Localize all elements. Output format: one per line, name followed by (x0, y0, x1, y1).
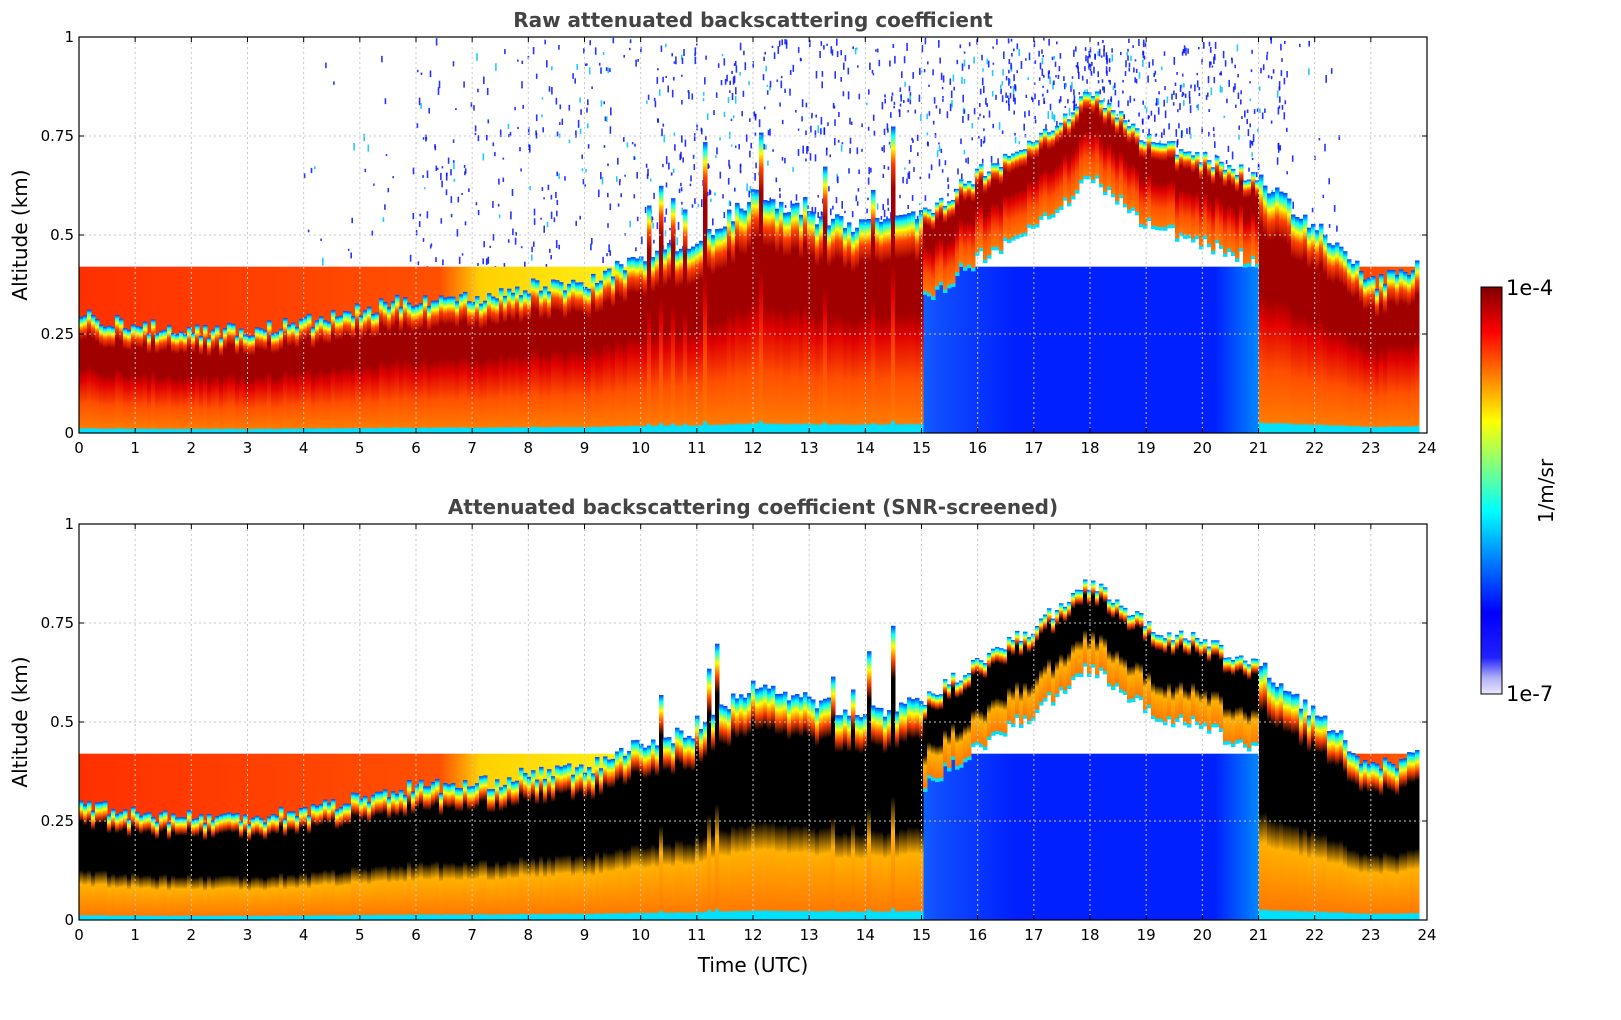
y-axis-label: Altitude (km) (8, 656, 32, 787)
x-tick-label: 23 (1361, 926, 1380, 944)
x-tick-label: 15 (912, 926, 931, 944)
x-tick-label: 5 (355, 439, 365, 457)
x-tick-label: 2 (187, 439, 197, 457)
y-tick-label: 1 (64, 515, 74, 533)
x-tick-label: 1 (130, 439, 140, 457)
x-tick-label: 22 (1305, 926, 1324, 944)
y-axis-label: Altitude (km) (8, 169, 32, 300)
x-tick-label: 21 (1249, 926, 1268, 944)
x-tick-label: 21 (1249, 439, 1268, 457)
backscatter-columns (79, 91, 1420, 433)
y-tick-label: 0.25 (41, 325, 74, 343)
x-tick-label: 6 (411, 439, 421, 457)
y-tick-label: 0.5 (50, 713, 74, 731)
x-tick-label: 7 (467, 926, 477, 944)
y-tick-label: 0.25 (41, 812, 74, 830)
colorbar-unit-label: 1/m/sr (1534, 458, 1558, 523)
x-tick-label: 18 (1080, 439, 1099, 457)
x-tick-label: 14 (856, 439, 875, 457)
x-tick-label: 4 (299, 439, 309, 457)
colorbar-scale (1480, 286, 1503, 695)
plot-area (79, 37, 1420, 433)
x-axis-label: Time (UTC) (697, 953, 809, 977)
x-tick-label: 19 (1137, 439, 1156, 457)
x-tick-label: 1 (130, 926, 140, 944)
x-tick-label: 22 (1305, 439, 1324, 457)
x-tick-label: 24 (1417, 439, 1436, 457)
x-tick-label: 7 (467, 439, 477, 457)
x-tick-label: 11 (687, 926, 706, 944)
x-tick-label: 16 (968, 926, 987, 944)
x-tick-label: 6 (411, 926, 421, 944)
y-tick-label: 0.5 (50, 226, 74, 244)
y-tick-label: 0 (64, 424, 74, 442)
x-tick-label: 18 (1080, 926, 1099, 944)
y-axis: 0 0.25 0.5 0.75 1 (41, 515, 1427, 929)
x-tick-label: 8 (524, 926, 534, 944)
x-tick-label: 3 (243, 439, 253, 457)
y-tick-label: 0.75 (41, 127, 74, 145)
x-axis: 0 1 2 3 4 5 6 7 8 9 10 11 12 13 14 15 16 17 18 19 20 21 22 23 24 (74, 37, 1437, 457)
x-axis: 0 1 2 3 4 5 6 7 8 9 10 11 12 13 14 15 16 17 18 19 20 21 22 23 24 (74, 524, 1437, 944)
y-tick-label: 0.75 (41, 614, 74, 632)
x-tick-label: 23 (1361, 439, 1380, 457)
x-tick-label: 11 (687, 439, 706, 457)
x-tick-label: 19 (1137, 926, 1156, 944)
x-tick-label: 10 (631, 926, 650, 944)
x-tick-label: 14 (856, 926, 875, 944)
x-tick-label: 9 (580, 439, 590, 457)
x-tick-label: 12 (743, 926, 762, 944)
x-tick-label: 16 (968, 439, 987, 457)
x-tick-label: 20 (1193, 439, 1212, 457)
x-tick-label: 5 (355, 926, 365, 944)
x-tick-label: 17 (1024, 439, 1043, 457)
x-tick-label: 13 (800, 926, 819, 944)
x-tick-label: 20 (1193, 926, 1212, 944)
x-tick-label: 0 (74, 926, 84, 944)
x-tick-label: 0 (74, 439, 84, 457)
x-tick-label: 8 (524, 439, 534, 457)
x-tick-label: 12 (743, 439, 762, 457)
x-tick-label: 10 (631, 439, 650, 457)
x-tick-label: 2 (187, 926, 197, 944)
y-tick-label: 0 (64, 911, 74, 929)
x-tick-label: 15 (912, 439, 931, 457)
x-tick-label: 13 (800, 439, 819, 457)
chart-title: Attenuated backscattering coefficient (S… (448, 495, 1058, 519)
panel-screened: Attenuated backscattering coefficient (S… (8, 495, 1437, 977)
colorbar-min-label: 1e-7 (1506, 682, 1553, 706)
x-tick-label: 24 (1417, 926, 1436, 944)
x-tick-label: 3 (243, 926, 253, 944)
y-tick-label: 1 (64, 28, 74, 46)
plot-area (79, 579, 1420, 920)
noise-speckles (303, 37, 1341, 307)
y-axis: 0 0.25 0.5 0.75 1 (41, 28, 1427, 442)
x-tick-label: 4 (299, 926, 309, 944)
chart-title: Raw attenuated backscattering coefficien… (513, 8, 993, 32)
x-tick-label: 9 (580, 926, 590, 944)
colorbar: 1e-4 1e-7 1/m/sr (1480, 276, 1558, 706)
x-tick-label: 17 (1024, 926, 1043, 944)
panel-raw: Raw attenuated backscattering coefficien… (8, 8, 1437, 457)
colorbar-max-label: 1e-4 (1506, 276, 1553, 300)
backscatter-columns (79, 579, 1420, 920)
